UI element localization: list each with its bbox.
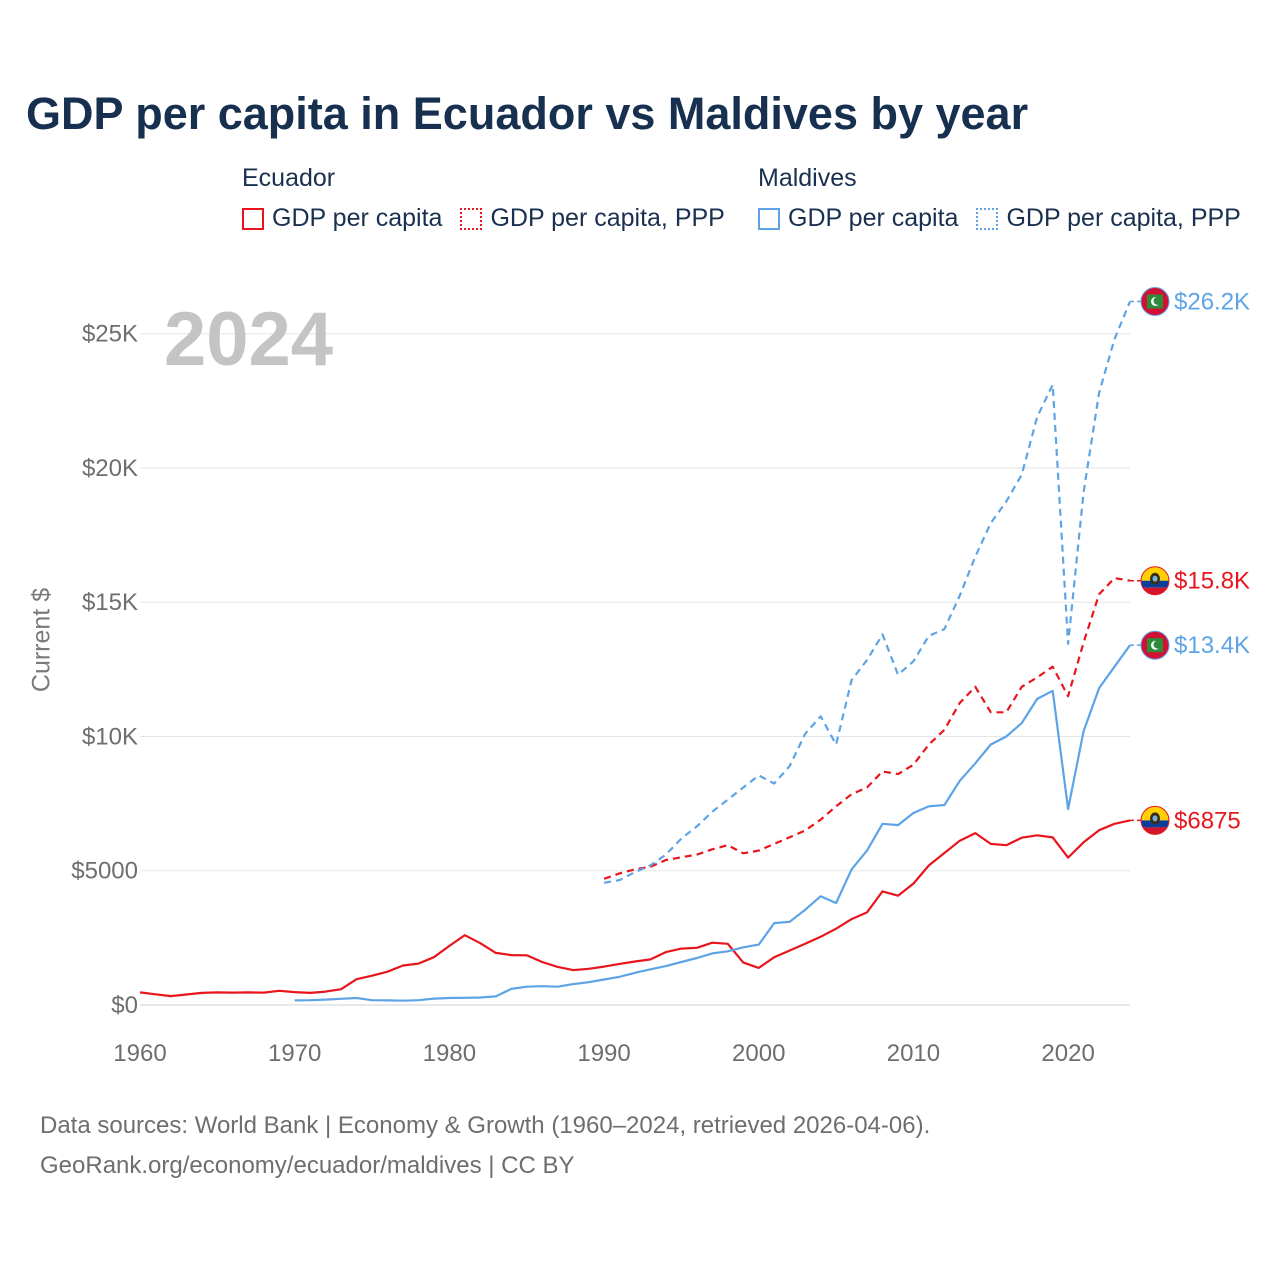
x-tick-label: 2020 [1041,1040,1094,1067]
x-tick-label: 1980 [423,1040,476,1067]
series-line-maldives-gdp[interactable] [294,644,1131,1002]
legend-group-maldives-name: Maldives [758,164,857,192]
end-value-label: $13.4K [1174,632,1250,659]
chart-title: GDP per capita in Ecuador vs Maldives by… [26,88,1029,139]
y-axis-label: Current $ [27,587,56,693]
legend-label-ecuador-gdp-ppp: GDP per capita, PPP [490,204,725,232]
x-tick-label: 2000 [732,1040,785,1067]
legend-group-ecuador: Ecuador GDP per capita GDP per capita, P… [242,162,725,233]
end-value-label: $15.8K [1174,568,1250,595]
legend-swatch-ecuador-gdp [242,207,264,230]
legend-group-maldives: Maldives GDP per capita GDP per capita, … [758,162,1241,233]
year-stamp: 2024 [164,297,334,382]
legend-label-maldives-gdp: GDP per capita [788,204,959,232]
y-tick-label: $15K [82,589,138,616]
legend-item-maldives-gdp[interactable]: GDP per capita [758,204,958,233]
x-tick-label: 1990 [577,1040,630,1067]
legend-swatch-maldives-gdp-ppp [976,207,999,230]
x-tick-label: 2010 [887,1040,940,1067]
grid-layer [140,333,1130,1006]
maldives-flag-icon [1140,630,1170,660]
legend-swatch-ecuador-gdp-ppp [460,207,483,230]
footer-sources: Data sources: World Bank | Economy & Gro… [40,1112,931,1139]
legend-swatch-maldives-gdp [758,207,780,230]
legend-item-ecuador-gdp-ppp[interactable]: GDP per capita, PPP [460,204,725,233]
ecuador-flag-icon [1140,566,1170,596]
legend-group-ecuador-name: Ecuador [242,164,336,192]
end-value-label: $26.2K [1174,288,1250,315]
series-line-ecuador-gdp[interactable] [139,819,1131,998]
series-line-ecuador-gdp-ppp[interactable] [603,576,1131,880]
y-tick-label: $20K [82,455,138,482]
y-tick-label: $25K [82,321,138,348]
y-axis: $0 $5000 $10K $15K $20K $25K [71,321,138,1019]
end-value-label: $6875 [1174,807,1241,834]
y-tick-label: $10K [82,723,138,750]
footer-attribution: GeoRank.org/economy/ecuador/maldives | C… [40,1152,575,1179]
series-layer [139,301,1132,1002]
end-label-layer: $6875 $15.8K $13.4K $26.2K [1130,287,1250,835]
x-tick-label: 1960 [113,1040,166,1067]
x-tick-label: 1970 [268,1040,321,1067]
y-tick-label: $5000 [71,858,138,885]
x-axis: 1960 1970 1980 1990 2000 2010 2020 [113,1040,1095,1067]
y-tick-label: $0 [111,992,138,1019]
footer: Data sources: World Bank | Economy & Gro… [40,1106,930,1186]
legend-item-maldives-gdp-ppp[interactable]: GDP per capita, PPP [976,204,1241,233]
maldives-flag-icon [1140,287,1170,316]
ecuador-flag-icon [1140,805,1170,835]
series-line-maldives-gdp-ppp[interactable] [603,301,1132,884]
legend-item-ecuador-gdp[interactable]: GDP per capita [242,204,442,233]
legend-label-maldives-gdp-ppp: GDP per capita, PPP [1006,204,1241,232]
legend-label-ecuador-gdp: GDP per capita [272,204,443,232]
